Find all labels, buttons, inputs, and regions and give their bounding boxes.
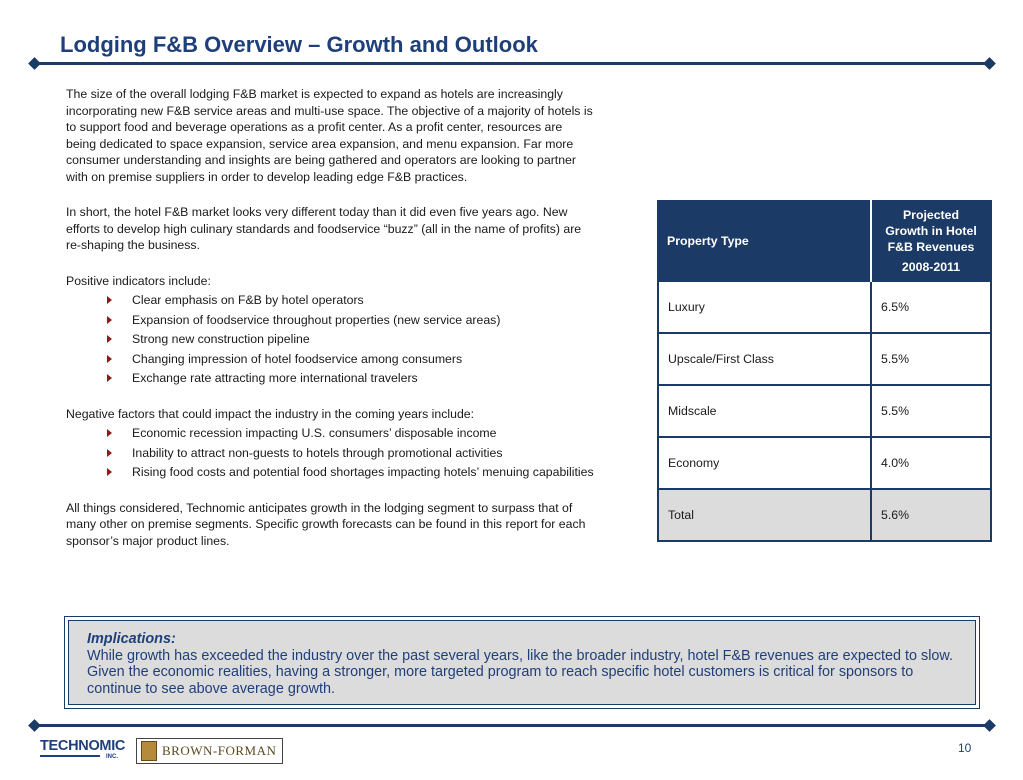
bullet-arrow-icon xyxy=(107,374,112,382)
divider-diamond-icon xyxy=(983,719,996,732)
table-row: Upscale/First Class 5.5% xyxy=(657,332,992,386)
technomic-logo: TECHNOMIC INC. xyxy=(40,738,126,760)
property-type-cell: Midscale xyxy=(657,384,872,438)
table-header-row: Property Type Projected Growth in Hotel … xyxy=(658,201,992,281)
property-type-cell: Luxury xyxy=(657,280,872,334)
property-type-cell: Economy xyxy=(657,436,872,490)
list-item: Strong new construction pipeline xyxy=(66,331,594,348)
list-item: Clear emphasis on F&B by hotel operators xyxy=(66,292,594,309)
growth-cell: 5.5% xyxy=(870,384,992,438)
implications-heading: Implications: xyxy=(87,631,176,647)
bullet-arrow-icon xyxy=(107,296,112,304)
negative-list: Economic recession impacting U.S. consum… xyxy=(66,425,594,481)
list-item: Rising food costs and potential food sho… xyxy=(66,464,594,481)
conclusion-paragraph: All things considered, Technomic anticip… xyxy=(66,500,586,548)
list-item: Inability to attract non-guests to hotel… xyxy=(66,445,594,462)
brown-forman-logo: BROWN-FORMAN xyxy=(136,738,283,764)
negative-intro: Negative factors that could impact the i… xyxy=(66,406,475,421)
list-item: Economic recession impacting U.S. consum… xyxy=(66,425,594,442)
growth-table: Property Type Projected Growth in Hotel … xyxy=(657,200,992,542)
divider-diamond-icon xyxy=(983,57,996,70)
bullet-arrow-icon xyxy=(107,315,112,324)
summary-paragraph: In short, the hotel F&B market looks ver… xyxy=(66,205,582,252)
table-row: Luxury 6.5% xyxy=(657,280,992,334)
list-item: Expansion of foodservice throughout prop… xyxy=(66,312,594,329)
column-header-property-type: Property Type xyxy=(658,201,872,281)
implications-box: Implications: While growth has exceeded … xyxy=(64,616,980,709)
page-title: Lodging F&B Overview – Growth and Outloo… xyxy=(60,32,538,57)
bullet-arrow-icon xyxy=(107,448,112,457)
growth-cell: 4.0% xyxy=(870,436,992,490)
intro-paragraph: The size of the overall lodging F&B mark… xyxy=(66,87,593,184)
property-type-cell: Upscale/First Class xyxy=(657,332,872,386)
bullet-arrow-icon xyxy=(107,468,112,476)
bullet-arrow-icon xyxy=(107,429,112,437)
growth-cell: 5.6% xyxy=(870,488,992,542)
column-header-projected-growth: Projected Growth in Hotel F&B Revenues 2… xyxy=(871,201,992,281)
implications-text: While growth has exceeded the industry o… xyxy=(87,647,954,697)
list-item: Changing impression of hotel foodservice… xyxy=(66,351,594,368)
property-type-cell: Total xyxy=(657,488,872,542)
footer-divider xyxy=(28,719,996,732)
table-row: Midscale 5.5% xyxy=(657,384,992,438)
positive-intro: Positive indicators include: xyxy=(66,273,211,288)
crest-icon xyxy=(141,741,157,761)
header-divider xyxy=(28,57,996,70)
body-text: The size of the overall lodging F&B mark… xyxy=(66,86,594,568)
page-number: 10 xyxy=(958,741,972,755)
divider-diamond-icon xyxy=(28,57,41,70)
growth-cell: 5.5% xyxy=(870,332,992,386)
divider-diamond-icon xyxy=(28,719,41,732)
list-item: Exchange rate attracting more internatio… xyxy=(66,370,594,387)
bullet-arrow-icon xyxy=(107,335,112,343)
bullet-arrow-icon xyxy=(107,354,112,363)
table-row: Economy 4.0% xyxy=(657,436,992,490)
table-total-row: Total 5.6% xyxy=(657,488,992,542)
growth-cell: 6.5% xyxy=(870,280,992,334)
positive-list: Clear emphasis on F&B by hotel operators… xyxy=(66,292,594,387)
